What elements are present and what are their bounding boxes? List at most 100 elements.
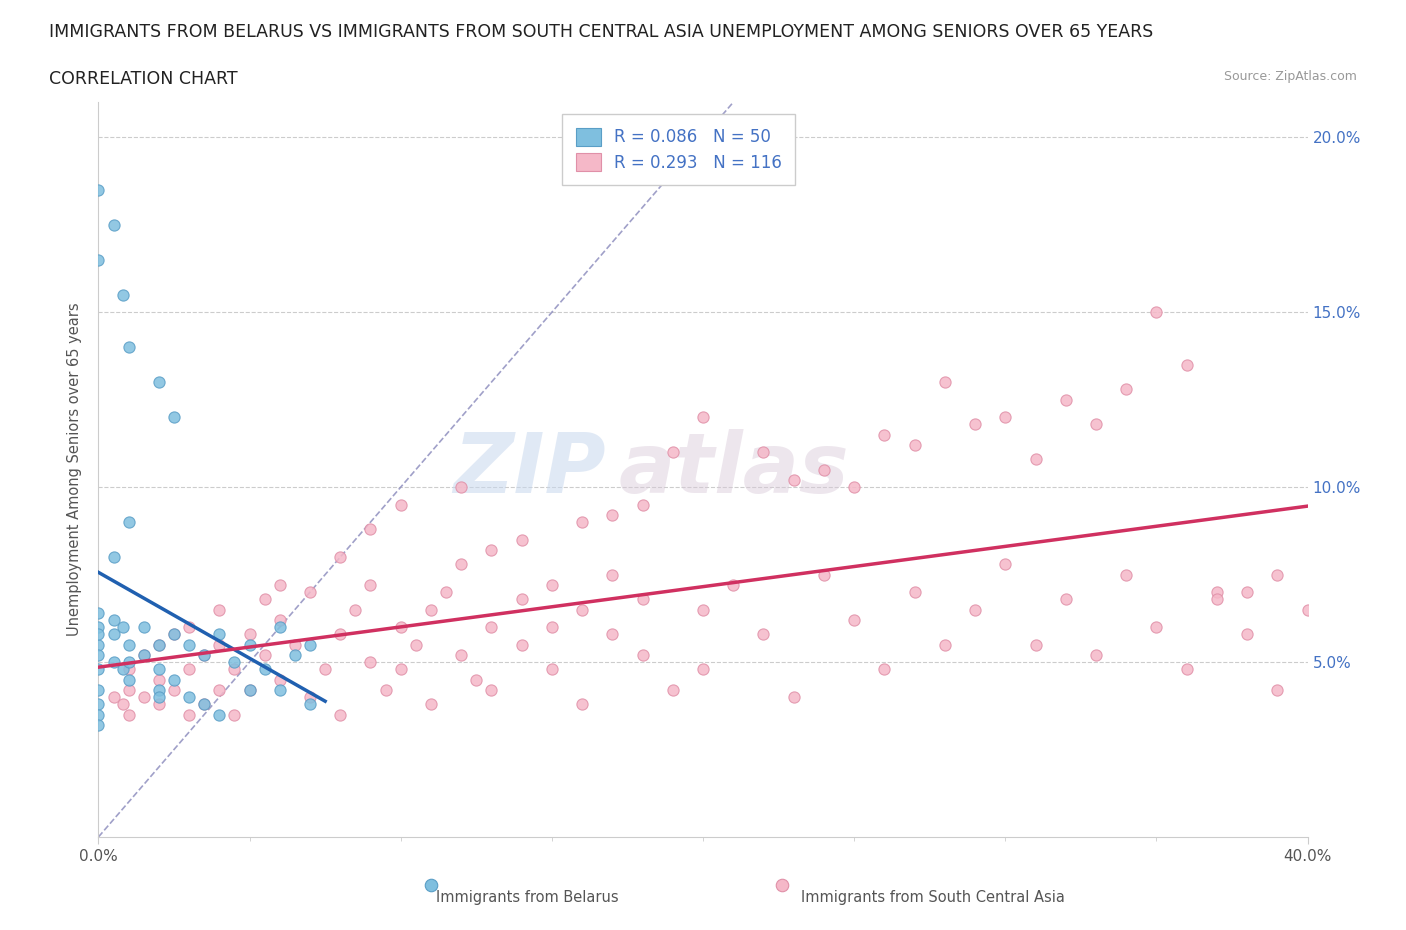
Point (389, 619, 412, 634)
Point (269, 578, 291, 592)
Point (1115, 381, 1137, 396)
Point (269, 619, 291, 634)
Point (1144, 619, 1167, 634)
Point (692, 410, 714, 425)
Point (208, 707, 231, 722)
Point (148, 375, 170, 390)
Point (103, 613, 125, 628)
Point (299, 637, 322, 652)
Text: Immigrants from Belarus: Immigrants from Belarus (436, 890, 619, 905)
Point (934, 637, 956, 652)
Point (179, 690, 201, 705)
Point (132, 647, 155, 662)
Point (253, 591, 276, 606)
Text: atlas: atlas (619, 429, 849, 511)
Point (87, 637, 110, 652)
Text: IMMIGRANTS FROM BELARUS VS IMMIGRANTS FROM SOUTH CENTRAL ASIA UNEMPLOYMENT AMONG: IMMIGRANTS FROM BELARUS VS IMMIGRANTS FR… (49, 23, 1153, 41)
Point (1267, 683, 1289, 698)
Point (87, 718, 110, 733)
Point (1054, 591, 1077, 606)
Point (163, 627, 186, 642)
Point (481, 683, 503, 698)
Point (374, 683, 396, 698)
Point (450, 557, 472, 572)
Point (510, 637, 533, 652)
Point (783, 472, 806, 487)
Point (329, 550, 352, 565)
Point (405, 637, 427, 652)
Point (224, 661, 246, 676)
Point (193, 647, 215, 662)
Point (420, 602, 443, 617)
Point (994, 557, 1017, 572)
Point (1085, 417, 1108, 432)
Point (329, 627, 352, 642)
Point (239, 627, 262, 642)
Point (193, 647, 215, 662)
Point (239, 683, 262, 698)
Point (994, 410, 1017, 425)
Point (118, 707, 141, 722)
Point (208, 683, 231, 698)
Point (224, 707, 246, 722)
Point (873, 427, 896, 442)
Point (103, 550, 125, 565)
Point (87, 683, 110, 698)
Point (163, 683, 186, 698)
Point (118, 514, 141, 529)
Point (87, 661, 110, 676)
Text: CORRELATION CHART: CORRELATION CHART (49, 70, 238, 87)
Point (661, 683, 683, 698)
Point (118, 661, 141, 676)
Point (873, 661, 896, 676)
Point (571, 697, 593, 711)
Point (148, 690, 170, 705)
Point (389, 661, 412, 676)
Point (631, 647, 654, 662)
Point (208, 637, 231, 652)
Point (103, 690, 125, 705)
Point (1236, 627, 1258, 642)
Point (148, 637, 170, 652)
Point (87, 252, 110, 267)
Point (314, 661, 336, 676)
Point (179, 707, 201, 722)
Text: Immigrants from South Central Asia: Immigrants from South Central Asia (801, 890, 1064, 905)
Point (269, 613, 291, 628)
Point (111, 697, 134, 711)
Point (118, 683, 141, 698)
Point (783, 690, 806, 705)
Point (132, 619, 155, 634)
Point (692, 661, 714, 676)
Point (434, 585, 457, 600)
Point (1115, 567, 1137, 582)
Point (118, 637, 141, 652)
Point (208, 602, 231, 617)
Point (360, 578, 382, 592)
Point (111, 619, 134, 634)
Point (1024, 452, 1046, 467)
Point (813, 567, 835, 582)
Point (571, 602, 593, 617)
Point (1206, 591, 1229, 606)
Point (111, 287, 134, 302)
Point (103, 655, 125, 670)
Point (299, 697, 322, 711)
Point (163, 627, 186, 642)
Point (163, 672, 186, 687)
Point (118, 339, 141, 354)
Point (148, 697, 170, 711)
Point (1085, 647, 1108, 662)
Text: Source: ZipAtlas.com: Source: ZipAtlas.com (1223, 70, 1357, 83)
Point (269, 672, 291, 687)
Point (344, 602, 367, 617)
Point (148, 661, 170, 676)
Point (148, 672, 170, 687)
Point (87, 627, 110, 642)
Point (1175, 357, 1198, 372)
Point (193, 697, 215, 711)
Point (87, 647, 110, 662)
Point (1267, 567, 1289, 582)
Point (661, 445, 683, 459)
Point (844, 480, 866, 495)
